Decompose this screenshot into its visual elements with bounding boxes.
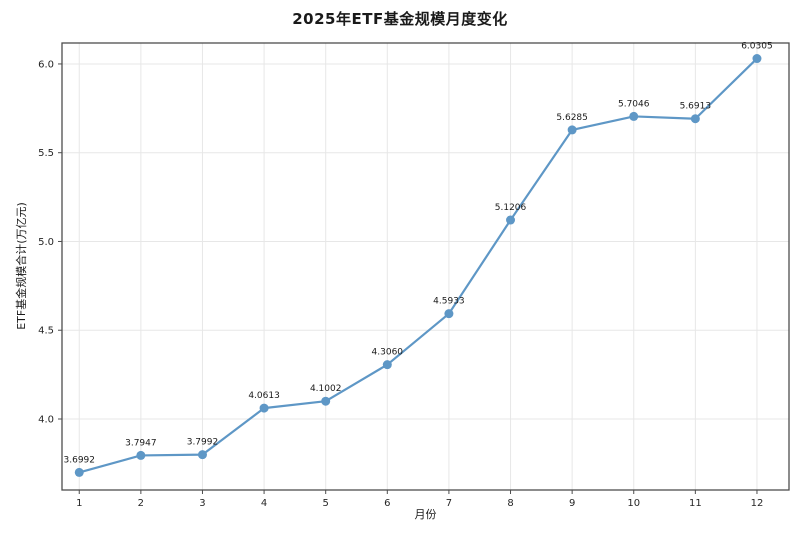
y-tick-label: 6.0 [38, 59, 54, 70]
x-tick-label: 3 [199, 498, 205, 509]
x-tick-label: 7 [446, 498, 452, 509]
y-tick-label: 4.5 [38, 326, 54, 337]
data-point-marker [567, 125, 577, 135]
y-axis-label: ETF基金规模合计(万亿元) [15, 202, 28, 330]
data-point-marker [690, 114, 700, 124]
data-point-label: 4.3060 [372, 348, 404, 358]
data-point-marker [259, 403, 269, 413]
data-point-marker [197, 450, 207, 460]
x-tick-label: 9 [569, 498, 575, 509]
data-point-marker [382, 360, 392, 370]
data-point-marker [321, 396, 331, 406]
data-point-label: 5.6285 [556, 113, 588, 123]
data-point-label: 6.0305 [741, 42, 773, 52]
x-tick-label: 4 [261, 498, 267, 509]
data-point-label: 4.0613 [248, 391, 280, 401]
data-point-marker [629, 111, 639, 121]
data-point-label: 5.6913 [680, 102, 712, 112]
data-line [78, 57, 759, 474]
data-point-marker [752, 54, 762, 64]
x-tick-label: 11 [689, 498, 702, 509]
axes-border [61, 42, 790, 491]
x-tick-label: 6 [384, 498, 390, 509]
x-axis-label: 月份 [414, 508, 437, 521]
data-point-marker [136, 450, 146, 460]
x-tick-label: 2 [138, 498, 144, 509]
data-point-label: 4.5933 [433, 297, 465, 307]
chart-title: 2025年ETF基金规模月度变化 [292, 10, 508, 28]
data-point-label: 4.1002 [310, 384, 342, 394]
y-tick-label: 4.0 [38, 414, 54, 425]
data-point-marker [506, 215, 516, 225]
data-point-label: 5.1206 [495, 203, 527, 213]
data-point-marker [74, 467, 84, 477]
x-tick-label: 10 [627, 498, 640, 509]
y-tick-label: 5.5 [38, 148, 54, 159]
data-point-label: 3.7947 [125, 438, 157, 448]
data-point-label: 3.7992 [187, 438, 219, 448]
y-tick-label: 5.0 [38, 237, 54, 248]
x-tick-label: 8 [507, 498, 513, 509]
data-point-marker [444, 309, 454, 319]
x-tick-label: 1 [76, 498, 82, 509]
x-tick-label: 5 [323, 498, 329, 509]
x-tick-label: 12 [751, 498, 764, 509]
data-point-label: 3.6992 [64, 455, 96, 465]
data-point-label: 5.7046 [618, 99, 650, 109]
